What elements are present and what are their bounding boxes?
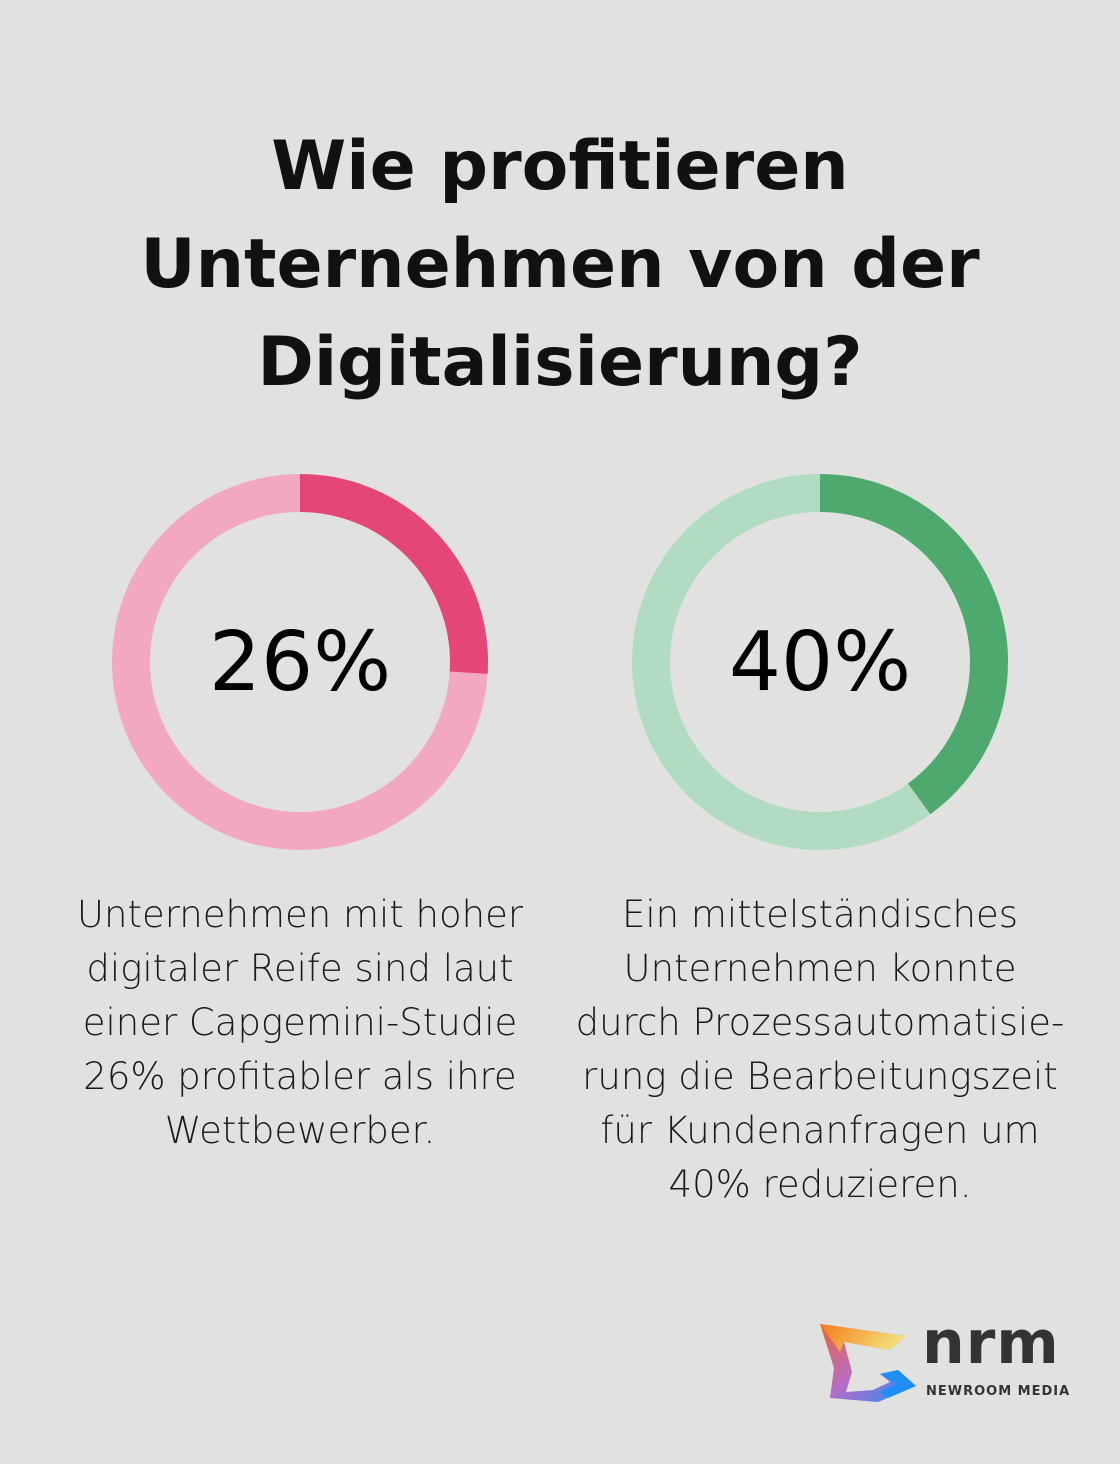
page-title: Wie profitieren Unternehmen von der Digi… (140, 127, 980, 402)
donut-value-arc (112, 474, 488, 850)
newroom-media-logo: nrm NEWROOM MEDIA (818, 1308, 1071, 1412)
donut-svg-2 (632, 474, 1008, 850)
donut-value-label: 26% (208, 614, 392, 710)
donut-description: Ein mittelständisches Unternehmen konnte… (575, 893, 1065, 1206)
logo-mark-icon (820, 1324, 916, 1402)
donut-chart-2: 40% (630, 472, 1010, 852)
donut-svg-1 (112, 474, 488, 850)
donut-description: Unternehmen mit hoher digitaler Reife si… (76, 893, 524, 1152)
donut-value-label: 40% (728, 614, 912, 710)
donut-chart-1: 26% (110, 472, 490, 852)
donut-value-arc (632, 474, 1008, 850)
logo-subtitle: NEWROOM MEDIA (926, 1384, 1071, 1399)
logo-name: nrm (922, 1308, 1060, 1378)
